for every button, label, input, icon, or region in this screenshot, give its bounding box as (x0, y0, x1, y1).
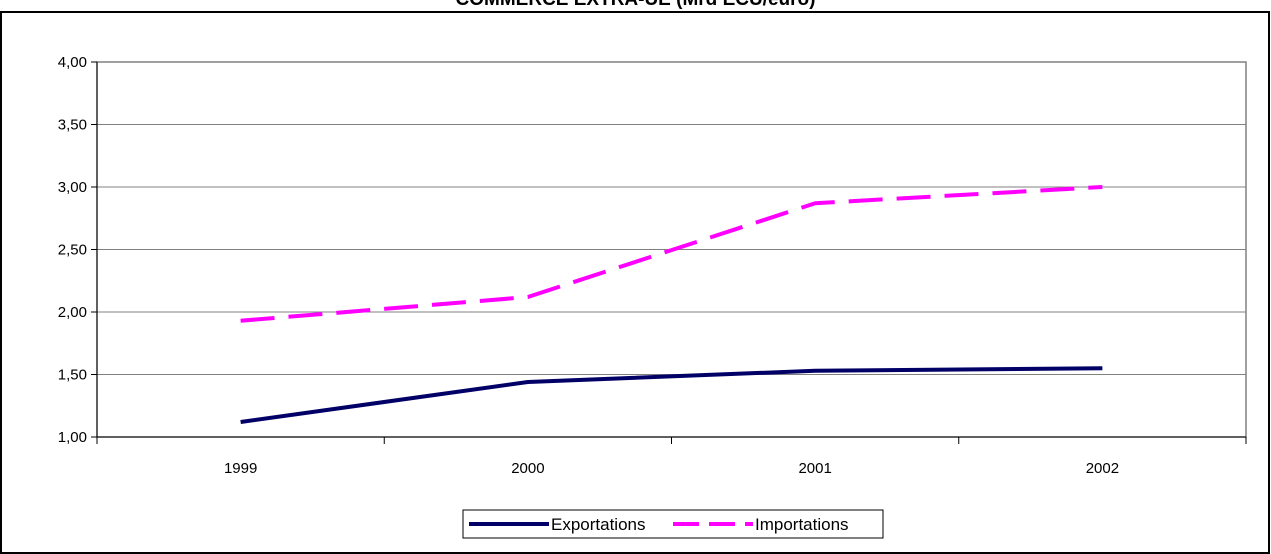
y-tick-label: 1,50 (58, 367, 87, 384)
x-tick-label: 2002 (1086, 460, 1119, 477)
chart-title: COMMERCE EXTRA-UE (Mrd ECU/euro) (0, 0, 1271, 12)
x-tick-label: 2001 (798, 460, 831, 477)
y-tick-label: 4,00 (58, 54, 87, 71)
x-tick-label: 2000 (511, 460, 544, 477)
x-axis: 1999 2000 2001 2002 (96, 436, 1247, 477)
y-tick-label: 3,50 (58, 117, 87, 134)
legend-label-importations: Importations (755, 515, 849, 534)
legend: Exportations Importations (462, 509, 884, 539)
y-tick-label: 1,00 (58, 429, 87, 446)
y-tick-label: 2,00 (58, 304, 87, 321)
gridlines (97, 124, 1246, 375)
y-axis: 1,00 1,50 2,00 2,50 3,00 3,50 4,00 (58, 54, 98, 446)
legend-label-exportations: Exportations (551, 515, 646, 534)
y-tick-label: 2,50 (58, 242, 87, 259)
x-tick-label: 1999 (224, 460, 257, 477)
y-tick-label: 3,00 (58, 179, 87, 196)
series-line-exportations (240, 366, 1103, 424)
series-line-importations (240, 185, 1103, 323)
series-group (240, 185, 1103, 424)
